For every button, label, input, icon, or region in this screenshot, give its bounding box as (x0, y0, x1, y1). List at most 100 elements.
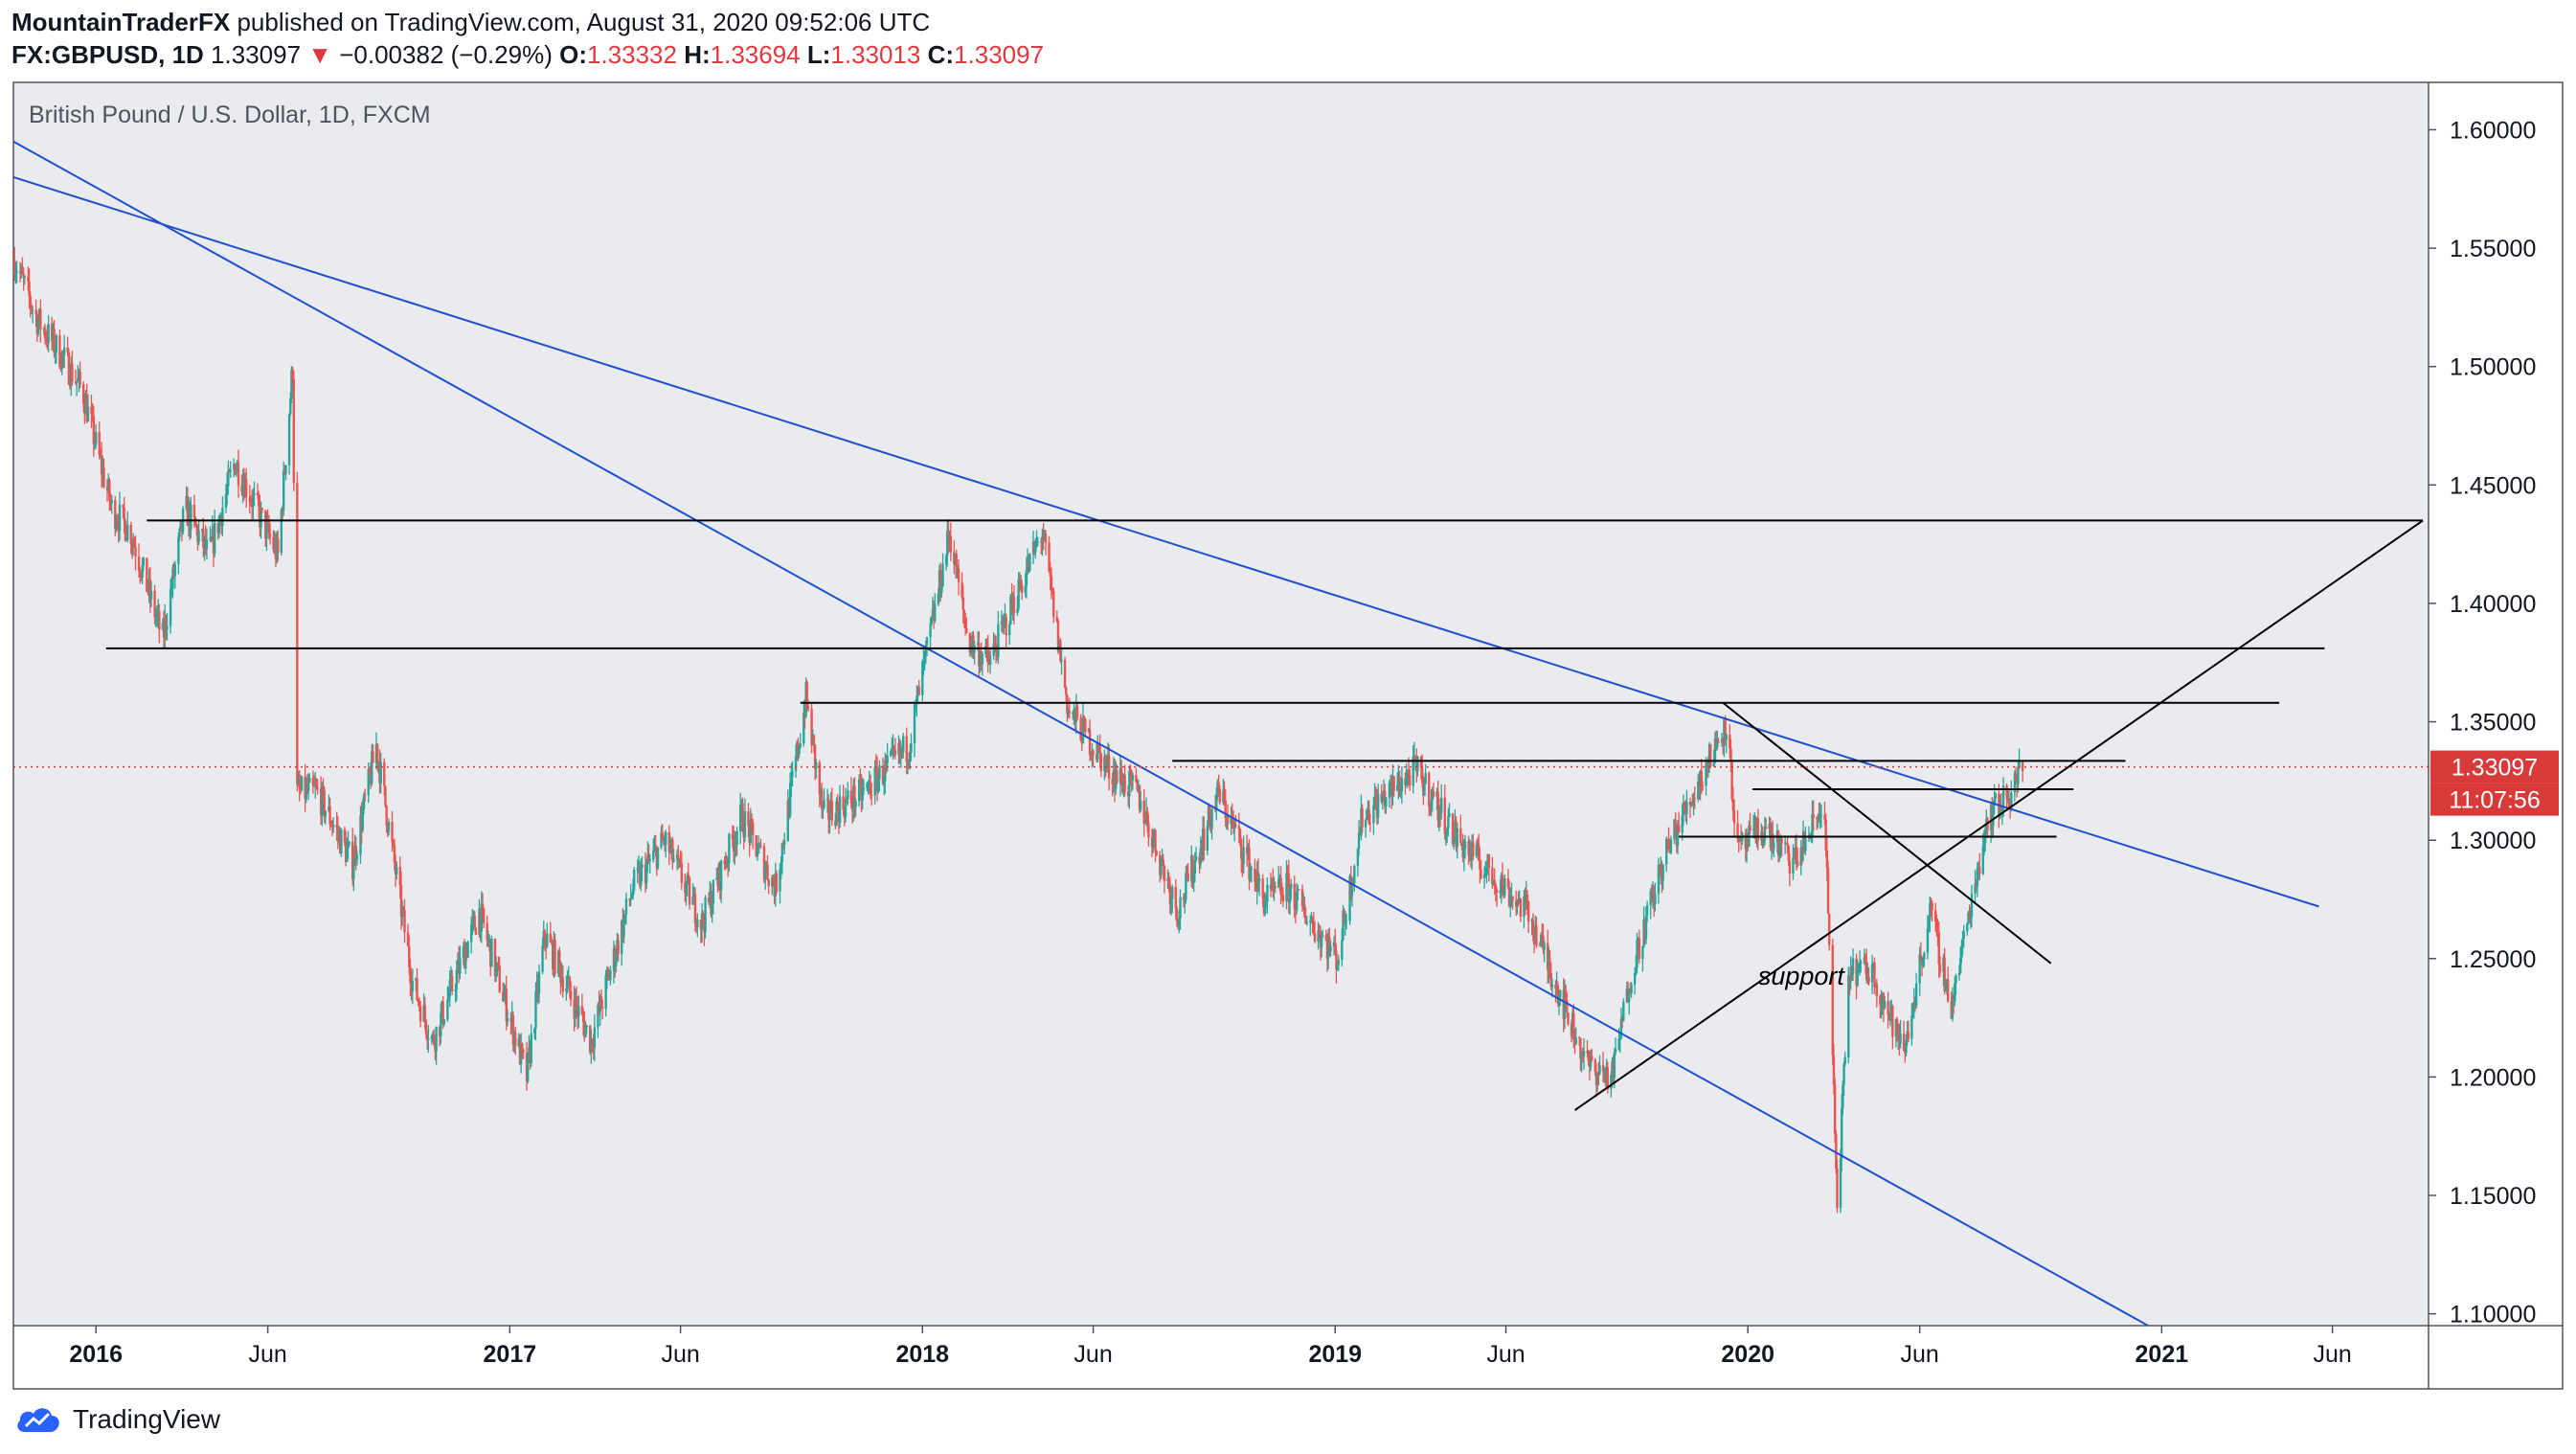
candle-body (1749, 825, 1751, 831)
candle-body (494, 965, 498, 976)
candle-body (1771, 833, 1774, 850)
candle-body (418, 1001, 421, 1007)
candle-body (1732, 810, 1736, 824)
candle-body (1636, 940, 1638, 967)
candle-body (1092, 751, 1095, 755)
candle-body (962, 609, 966, 620)
candle-body (406, 932, 410, 946)
candle-body (1491, 867, 1494, 885)
candle-body (308, 778, 311, 783)
candle-body (1329, 946, 1332, 952)
candle-body (747, 811, 750, 827)
candle-body (1174, 887, 1177, 909)
current-price-label-bg (2430, 750, 2559, 784)
candle-body (766, 864, 769, 880)
candle-body (1337, 960, 1340, 966)
candle-body (1764, 827, 1768, 829)
candle-body (1281, 895, 1285, 901)
candle-body (1336, 965, 1339, 970)
x-tick-label: Jun (1486, 1341, 1525, 1368)
open-label: O: (559, 40, 587, 69)
candle-body (2017, 766, 2020, 784)
candle-body (1194, 856, 1198, 860)
candle-body (2007, 798, 2011, 808)
candle-body (1344, 920, 1347, 923)
candle-body (738, 805, 742, 831)
candle-body (1279, 877, 1282, 895)
candle-body (28, 281, 31, 296)
candle-body (613, 948, 617, 966)
candle-body (23, 276, 27, 278)
candle-body (469, 924, 473, 943)
candle-body (1778, 848, 1781, 856)
candle-body (1574, 1036, 1577, 1044)
candle-body (1400, 778, 1404, 792)
candle-body (1661, 864, 1664, 881)
candle-body (1169, 898, 1173, 904)
candle-body (1795, 847, 1798, 862)
candle-body (1224, 800, 1227, 819)
candle-body (1179, 897, 1182, 919)
candle-body (114, 500, 117, 529)
candle-body (253, 492, 256, 496)
candle-body (1419, 757, 1423, 768)
candle-body (193, 517, 197, 526)
high-value: 1.33694 (710, 40, 801, 69)
candle-body (359, 815, 362, 855)
time-axis[interactable]: 2016 Jun 2017 Jun 2018 Jun 2019 Jun 2020 Jun 2021 J… (69, 1326, 2352, 1368)
candle-body (1494, 884, 1498, 890)
candle-body (1257, 878, 1261, 882)
candle-body (1017, 579, 1020, 609)
candle-body (1751, 829, 1755, 831)
candle-body (1557, 997, 1561, 1004)
candle-body (1864, 957, 1867, 962)
open-value: 1.33332 (586, 40, 677, 69)
candle-body (471, 918, 474, 925)
candle-body (94, 432, 98, 444)
y-tick-label: 1.20000 (2450, 1064, 2536, 1091)
candle-body (1107, 755, 1111, 780)
author-name[interactable]: MountainTraderFX (11, 8, 231, 36)
candle-body (1674, 819, 1677, 830)
candle-body (1368, 823, 1372, 825)
candle-body (1059, 640, 1062, 662)
candle-body (1361, 808, 1364, 828)
candle-body (1923, 952, 1926, 960)
footer-brand[interactable]: TradingView (13, 1398, 220, 1441)
candle-body (1447, 816, 1450, 829)
candle-body (1040, 541, 1043, 543)
candle-body (947, 531, 950, 541)
support-annotation: support (1758, 962, 1846, 990)
candle-body (1729, 735, 1731, 749)
candle-body (830, 801, 834, 821)
candle-body (1736, 823, 1739, 839)
price-axis[interactable]: 1.10000 1.15000 1.20000 1.25000 1.30000 1.350… (2429, 117, 2536, 1329)
candle-body (1954, 983, 1956, 1002)
candle-body (1003, 617, 1006, 624)
candle-body (1697, 782, 1700, 799)
candle-body (514, 1032, 517, 1047)
candle-body (1817, 816, 1819, 819)
candle-body (1445, 829, 1449, 833)
candle-body (757, 845, 760, 853)
candle-body (1832, 1055, 1836, 1085)
candle-body (1810, 836, 1813, 839)
candle-body (1665, 838, 1668, 865)
candle-body (845, 799, 848, 801)
candle-body (1567, 1012, 1570, 1025)
candle-body (142, 557, 145, 566)
candle-body (384, 785, 387, 807)
candle-body (731, 833, 734, 839)
candle-body (1858, 963, 1862, 968)
candle-body (1381, 794, 1385, 802)
candle-body (1531, 920, 1535, 935)
candle-body (1444, 832, 1448, 834)
candle-body (1171, 887, 1174, 899)
candle-body (1847, 975, 1850, 1057)
candle-body (696, 920, 699, 927)
x-tick-label: 2021 (2135, 1341, 2189, 1368)
candle-body (1905, 1039, 1908, 1054)
candle-body (735, 830, 738, 846)
candle-body (1451, 813, 1455, 844)
